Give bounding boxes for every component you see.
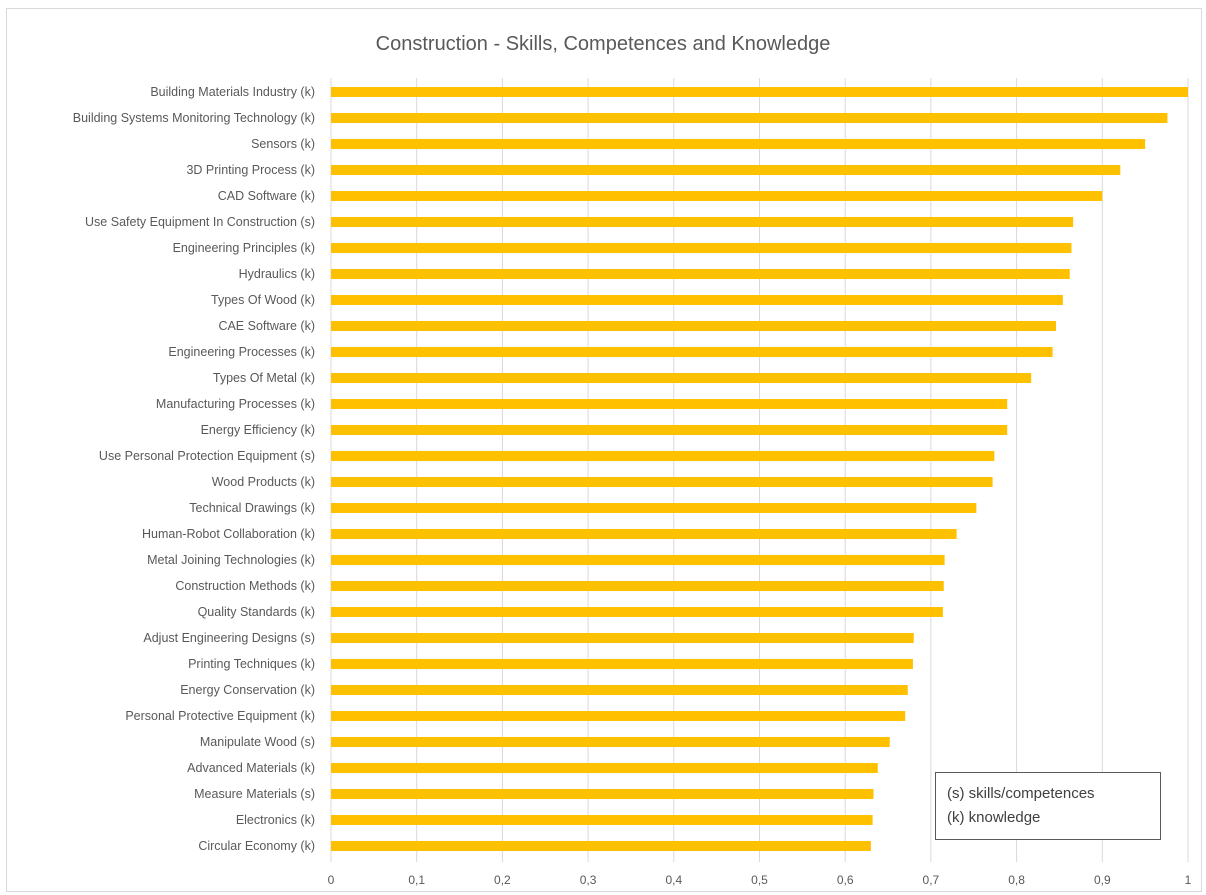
category-label: Types Of Metal (k) bbox=[213, 371, 315, 385]
bar bbox=[331, 503, 977, 513]
bar bbox=[331, 763, 878, 773]
category-label: Types Of Wood (k) bbox=[211, 293, 315, 307]
category-label: Circular Economy (k) bbox=[198, 839, 315, 853]
bar bbox=[331, 659, 913, 669]
category-label: Human-Robot Collaboration (k) bbox=[142, 527, 315, 541]
category-label: Sensors (k) bbox=[251, 137, 315, 151]
bar bbox=[331, 321, 1057, 331]
category-label: Electronics (k) bbox=[236, 813, 315, 827]
bar bbox=[331, 425, 1008, 435]
category-label: Manufacturing Processes (k) bbox=[156, 397, 315, 411]
x-axis-ticks: 0 0,1 0,2 0,3 0,4 0,5 0,6 0,7 0,8 0,9 1 bbox=[328, 873, 1192, 887]
category-label: Building Systems Monitoring Technology (… bbox=[73, 111, 315, 125]
category-label: Engineering Principles (k) bbox=[173, 241, 315, 255]
x-tick-label: 0,4 bbox=[665, 873, 682, 887]
bar bbox=[331, 711, 906, 721]
category-label: Wood Products (k) bbox=[212, 475, 315, 489]
category-label: Adjust Engineering Designs (s) bbox=[143, 631, 315, 645]
category-label: Printing Techniques (k) bbox=[188, 657, 315, 671]
category-label: Engineering Processes (k) bbox=[168, 345, 315, 359]
category-labels: Building Materials Industry (k) Building … bbox=[73, 85, 315, 853]
bar bbox=[331, 399, 1008, 409]
x-tick-label: 0,7 bbox=[923, 873, 940, 887]
bar bbox=[331, 633, 914, 643]
x-tick-label: 0,2 bbox=[494, 873, 511, 887]
bar bbox=[331, 347, 1053, 357]
bar bbox=[331, 243, 1072, 253]
chart-title: Construction - Skills, Competences and K… bbox=[376, 33, 831, 55]
x-tick-label: 0 bbox=[328, 873, 335, 887]
x-tick-label: 0,1 bbox=[408, 873, 425, 887]
legend-line-skills: (s) skills/competences bbox=[947, 785, 1095, 802]
bar bbox=[331, 789, 874, 799]
category-label: Manipulate Wood (s) bbox=[200, 735, 315, 749]
category-label: Advanced Materials (k) bbox=[187, 761, 315, 775]
category-label: Energy Efficiency (k) bbox=[201, 423, 315, 437]
category-label: Use Personal Protection Equipment (s) bbox=[99, 449, 315, 463]
bar bbox=[331, 841, 871, 851]
bar bbox=[331, 737, 890, 747]
bar bbox=[331, 685, 908, 695]
category-label: Metal Joining Technologies (k) bbox=[147, 553, 315, 567]
chart-frame bbox=[6, 8, 1202, 892]
bar bbox=[331, 555, 945, 565]
x-tick-label: 0,9 bbox=[1094, 873, 1111, 887]
x-tick-label: 0,3 bbox=[580, 873, 597, 887]
x-tick-label: 1 bbox=[1185, 873, 1192, 887]
legend-annotation: (s) skills/competences (k) knowledge bbox=[935, 772, 1161, 840]
bar bbox=[331, 815, 873, 825]
x-tick-label: 0,5 bbox=[751, 873, 768, 887]
category-label: 3D Printing Process (k) bbox=[186, 163, 315, 177]
category-label: Quality Standards (k) bbox=[198, 605, 315, 619]
bar bbox=[331, 529, 957, 539]
bar bbox=[331, 373, 1032, 383]
bar bbox=[331, 217, 1074, 227]
bar bbox=[331, 269, 1070, 279]
category-label: Use Safety Equipment In Construction (s) bbox=[85, 215, 315, 229]
category-label: Measure Materials (s) bbox=[194, 787, 315, 801]
bars bbox=[331, 87, 1188, 851]
category-label: Building Materials Industry (k) bbox=[150, 85, 315, 99]
category-label: Personal Protective Equipment (k) bbox=[125, 709, 315, 723]
bar bbox=[331, 451, 995, 461]
category-label: Hydraulics (k) bbox=[239, 267, 315, 281]
category-label: CAE Software (k) bbox=[218, 319, 315, 333]
category-label: CAD Software (k) bbox=[218, 189, 315, 203]
category-label: Energy Conservation (k) bbox=[180, 683, 315, 697]
category-label: Technical Drawings (k) bbox=[189, 501, 315, 515]
x-tick-label: 0,6 bbox=[837, 873, 854, 887]
category-label: Construction Methods (k) bbox=[175, 579, 315, 593]
bar bbox=[331, 165, 1121, 175]
x-tick-label: 0,8 bbox=[1008, 873, 1025, 887]
gridlines bbox=[330, 78, 1189, 862]
bar bbox=[331, 581, 944, 591]
bar bbox=[331, 191, 1103, 201]
bar bbox=[331, 477, 993, 487]
bar bbox=[331, 87, 1188, 97]
bar bbox=[331, 113, 1168, 123]
legend-line-knowledge: (k) knowledge bbox=[947, 809, 1041, 826]
bar bbox=[331, 295, 1063, 305]
bar bbox=[331, 607, 943, 617]
bar bbox=[331, 139, 1146, 149]
